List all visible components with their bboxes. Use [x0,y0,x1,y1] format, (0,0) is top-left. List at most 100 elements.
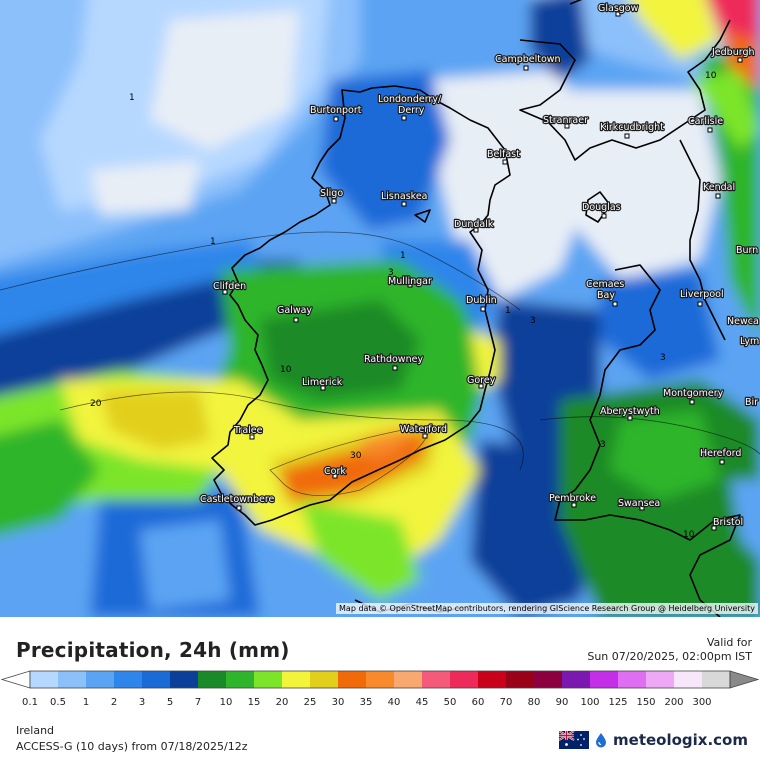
scale-swatch [198,671,227,688]
scale-tick-label: 25 [303,697,317,708]
scale-tick-label: 2 [110,697,118,708]
city-bristol: Bristol [713,517,743,528]
svg-text:1: 1 [505,306,511,316]
scale-swatch [338,671,367,688]
city-waterford: Waterford [400,424,447,435]
scale-swatch [226,671,255,688]
city-aberystwyth: Aberystwyth [600,406,660,417]
city-markers: Glasgow Jedburgh Campbeltown Londonderry… [199,2,760,531]
svg-text:1: 1 [129,93,135,103]
scale-tick-label: 5 [166,697,174,708]
city-liverpool: Liverpool [680,289,724,300]
city-rathdowney: Rathdowney [364,354,423,365]
precipitation-map[interactable]: Glasgow Jedburgh Campbeltown Londonderry… [0,0,760,618]
city-jedburgh: Jedburgh [711,47,755,58]
scale-swatch [282,671,311,688]
model-run-label: ACCESS-G (10 days) from 07/18/2025/12z [16,740,248,753]
scale-swatch [310,671,339,688]
city-dublin: Dublin [466,295,497,306]
scale-swatch [254,671,283,688]
svg-text:3: 3 [530,316,536,326]
scale-tick-label: 0.1 [22,697,38,708]
scale-high-arrow [729,670,760,689]
scale-swatch [86,671,115,688]
city-gorey: Gorey [467,375,496,386]
brand-logo[interactable]: meteologix.com [559,731,748,749]
city-lisnaskea: Lisnaskea [381,191,428,202]
scale-swatch [114,671,143,688]
city-tralee: Tralee [233,425,263,436]
city-burn: Burn [736,245,758,256]
color-scale-bar [0,670,760,689]
scale-tick-label: 20 [275,697,289,708]
map-attribution: Map data © OpenStreetMap contributors, r… [336,603,758,614]
svg-text:10: 10 [683,530,695,540]
scale-tick-label: 100 [580,697,600,708]
city-mullingar: Mullingar [388,276,432,287]
color-scale-ticks: 0.1 0.5 1 2 3 5 7 10 15 20 25 30 35 40 45 50 60 70 80 90 100… [0,697,760,711]
svg-text:10: 10 [280,365,292,375]
scale-swatch [142,671,171,688]
scale-swatch [394,671,423,688]
city-castletownbere: Castletownbere [200,494,275,505]
scale-tick-label: 70 [499,697,513,708]
city-pembroke: Pembroke [549,493,596,504]
valid-for-label: Valid for [706,636,752,649]
city-belfast: Belfast [487,149,520,160]
scale-tick-label: 60 [471,697,485,708]
scale-swatch [562,671,591,688]
city-hereford: Hereford [700,448,741,459]
city-montgomery: Montgomery [663,388,724,399]
scale-swatch [366,671,395,688]
scale-swatch [58,671,87,688]
legend-panel [0,618,760,760]
region-label: Ireland [16,724,55,737]
city-newca: Newca [727,316,759,327]
city-kendal: Kendal [703,182,735,193]
city-kirkcudbright: Kirkcudbright [600,122,664,133]
svg-text:10: 10 [705,71,717,81]
scale-tick-label: 200 [664,697,684,708]
scale-swatch [618,671,647,688]
scale-swatch [506,671,535,688]
scale-swatch [702,671,731,688]
city-clifden: Clifden [213,281,246,292]
scale-tick-label: 10 [219,697,233,708]
meteologix-drop-icon [596,733,607,748]
scale-swatch [478,671,507,688]
scale-tick-label: 7 [194,697,202,708]
map-canvas: Glasgow Jedburgh Campbeltown Londonderry… [0,0,760,617]
scale-tick-label: 1 [82,697,90,708]
scale-swatch [674,671,703,688]
contour-lines [0,231,760,496]
city-stranraer: Stranraer [543,115,588,126]
city-burtonport: Burtonport [310,105,362,116]
svg-text:1: 1 [400,251,406,261]
australia-flag-icon [559,731,590,749]
city-glasgow: Glasgow [598,3,639,14]
scale-tick-label: 3 [138,697,146,708]
city-bay: Bay [597,290,615,301]
scale-swatch [30,671,59,688]
scale-tick-label: 30 [331,697,345,708]
svg-text:3: 3 [660,353,666,363]
map-title: Precipitation, 24h (mm) [16,638,290,662]
scale-tick-label: 0.5 [50,697,66,708]
scale-swatch [590,671,619,688]
city-sligo: Sligo [320,188,343,199]
city-douglas: Douglas [582,202,621,213]
scale-swatch [646,671,675,688]
scale-swatch [170,671,199,688]
city-campbeltown: Campbeltown [495,54,561,65]
scale-tick-label: 300 [692,697,712,708]
brand-name: meteologix.com [613,731,748,749]
valid-time: Sun 07/20/2025, 02:00pm IST [587,650,752,663]
scale-border [29,670,731,689]
scale-tick-label: 90 [555,697,569,708]
svg-text:30: 30 [350,451,362,461]
city-dundalk: Dundalk [454,219,494,230]
scale-swatch [422,671,451,688]
scale-swatch [450,671,479,688]
contour-labels: 1 1 1 1 3 3 3 3 10 10 10 20 30 [90,71,717,540]
city-londonderry: Londonderry/ [378,94,442,105]
